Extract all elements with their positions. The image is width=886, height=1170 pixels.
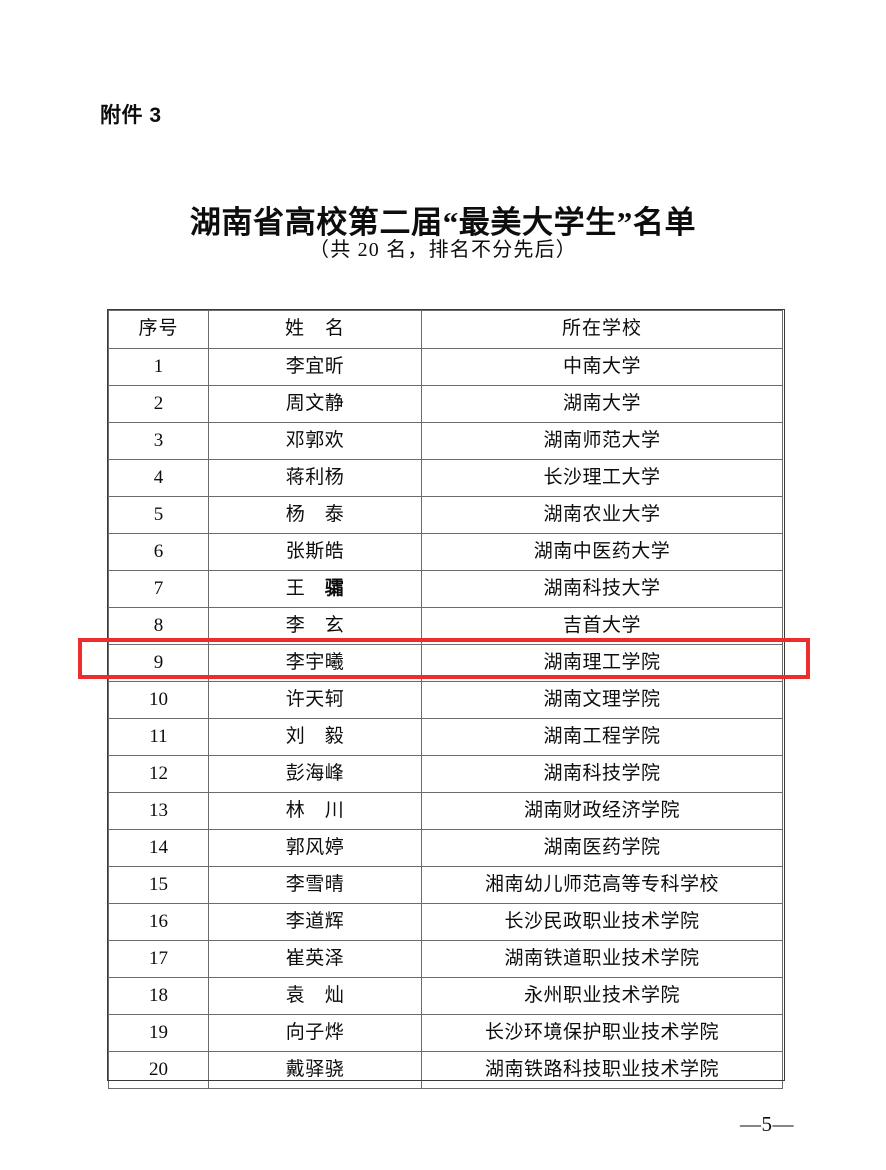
cell-school: 湖南文理学院 [421,681,783,719]
cell-index: 18 [108,977,209,1015]
cell-school: 长沙民政职业技术学院 [421,903,783,941]
cell-name: 蒋利杨 [208,459,422,497]
table-row: 9 李宇曦 湖南理工学院 [108,644,783,682]
cell-index: 20 [108,1051,209,1089]
cell-name: 王 骦 [208,570,422,608]
cell-name: 向子烨 [208,1014,422,1052]
cell-index: 10 [108,681,209,719]
page-subtitle: （共 20 名，排名不分先后） [309,239,577,261]
cell-school: 湖南科技学院 [421,755,783,793]
attachment-label: 附件 3 [100,104,162,127]
table-row: 3 邓郭欢 湖南师范大学 [108,422,783,460]
cell-school: 湘南幼儿师范高等专科学校 [421,866,783,904]
cell-index: 1 [108,348,209,386]
cell-name: 李道辉 [208,903,422,941]
cell-school: 湖南大学 [421,385,783,423]
cell-school: 湖南铁道职业技术学院 [421,940,783,978]
table-row: 13 林 川湖南财政经济学院 [108,792,783,830]
table-header-row: 序号 姓 名 所在学校 [108,310,783,349]
table-row: 19 向子烨 长沙环境保护职业技术学院 [108,1014,783,1052]
table-row: 18 袁 灿永州职业技术学院 [108,977,783,1015]
table-body: 1 李宜昕 中南大学 2 周文静 湖南大学 3 邓郭欢 湖南师范大学 4 蒋利杨 长沙理工大学 5 杨 泰… [108,348,783,1089]
cell-index: 3 [108,422,209,460]
cell-school: 湖南工程学院 [421,718,783,756]
student-list-table: 序号 姓 名 所在学校 1 李宜昕 中南大学 2 周文静 湖南大学 3 邓郭欢 湖南师范大学 4 蒋… [108,310,783,1089]
cell-school: 长沙环境保护职业技术学院 [421,1014,783,1052]
cell-index: 15 [108,866,209,904]
cell-name: 袁 灿 [208,977,422,1015]
page-number: —5— [740,1112,794,1136]
cell-index: 5 [108,496,209,534]
cell-index: 16 [108,903,209,941]
cell-name: 周文静 [208,385,422,423]
cell-name: 崔英泽 [208,940,422,978]
cell-name: 李宜昕 [208,348,422,386]
table-row: 10 许天轲 湖南文理学院 [108,681,783,719]
cell-name: 邓郭欢 [208,422,422,460]
cell-school: 湖南理工学院 [421,644,783,682]
cell-index: 17 [108,940,209,978]
cell-name: 李宇曦 [208,644,422,682]
table-row: 2 周文静 湖南大学 [108,385,783,423]
cell-name: 李 玄 [208,607,422,645]
cell-name: 刘 毅 [208,718,422,756]
cell-index: 8 [108,607,209,645]
cell-index: 14 [108,829,209,867]
table-row: 12 彭海峰 湖南科技学院 [108,755,783,793]
cell-name: 郭风婷 [208,829,422,867]
column-header-school: 所在学校 [421,310,783,349]
cell-name: 杨 泰 [208,496,422,534]
table-row: 15 李雪晴 湘南幼儿师范高等专科学校 [108,866,783,904]
cell-name: 林 川 [208,792,422,830]
cell-name: 戴驿骁 [208,1051,422,1089]
cell-index: 9 [108,644,209,682]
table-row: 14 郭风婷 湖南医药学院 [108,829,783,867]
cell-name-prefix: 王 [285,578,325,600]
cell-school: 湖南财政经济学院 [421,792,783,830]
cell-school: 湖南农业大学 [421,496,783,534]
cell-school: 永州职业技术学院 [421,977,783,1015]
page-title: 湖南省高校第二届“最美大学生”名单 [189,204,697,240]
cell-index: 7 [108,570,209,608]
cell-school: 湖南中医药大学 [421,533,783,571]
cell-school: 湖南医药学院 [421,829,783,867]
cell-school: 湖南科技大学 [421,570,783,608]
cell-index: 4 [108,459,209,497]
column-header-index: 序号 [108,310,209,349]
table-row: 20 戴驿骁 湖南铁路科技职业技术学院 [108,1051,783,1089]
cell-index: 2 [108,385,209,423]
cell-index: 12 [108,755,209,793]
table-row: 4 蒋利杨 长沙理工大学 [108,459,783,497]
table-header: 序号 姓 名 所在学校 [108,310,783,349]
table-row: 17 崔英泽 湖南铁道职业技术学院 [108,940,783,978]
table-row: 6 张斯皓 湖南中医药大学 [108,533,783,571]
cell-name: 张斯皓 [208,533,422,571]
cell-name: 许天轲 [208,681,422,719]
cell-school: 吉首大学 [421,607,783,645]
cell-name-alt-glyph: 骦 [324,577,345,600]
cell-school: 湖南铁路科技职业技术学院 [421,1051,783,1089]
table-row: 16 李道辉 长沙民政职业技术学院 [108,903,783,941]
cell-school: 长沙理工大学 [421,459,783,497]
table-row: 11 刘 毅湖南工程学院 [108,718,783,756]
cell-index: 11 [108,718,209,756]
cell-school: 湖南师范大学 [421,422,783,460]
cell-index: 6 [108,533,209,571]
cell-name: 李雪晴 [208,866,422,904]
cell-index: 19 [108,1014,209,1052]
cell-index: 13 [108,792,209,830]
cell-school: 中南大学 [421,348,783,386]
column-header-name: 姓 名 [208,310,422,349]
cell-name: 彭海峰 [208,755,422,793]
table-row: 1 李宜昕 中南大学 [108,348,783,386]
